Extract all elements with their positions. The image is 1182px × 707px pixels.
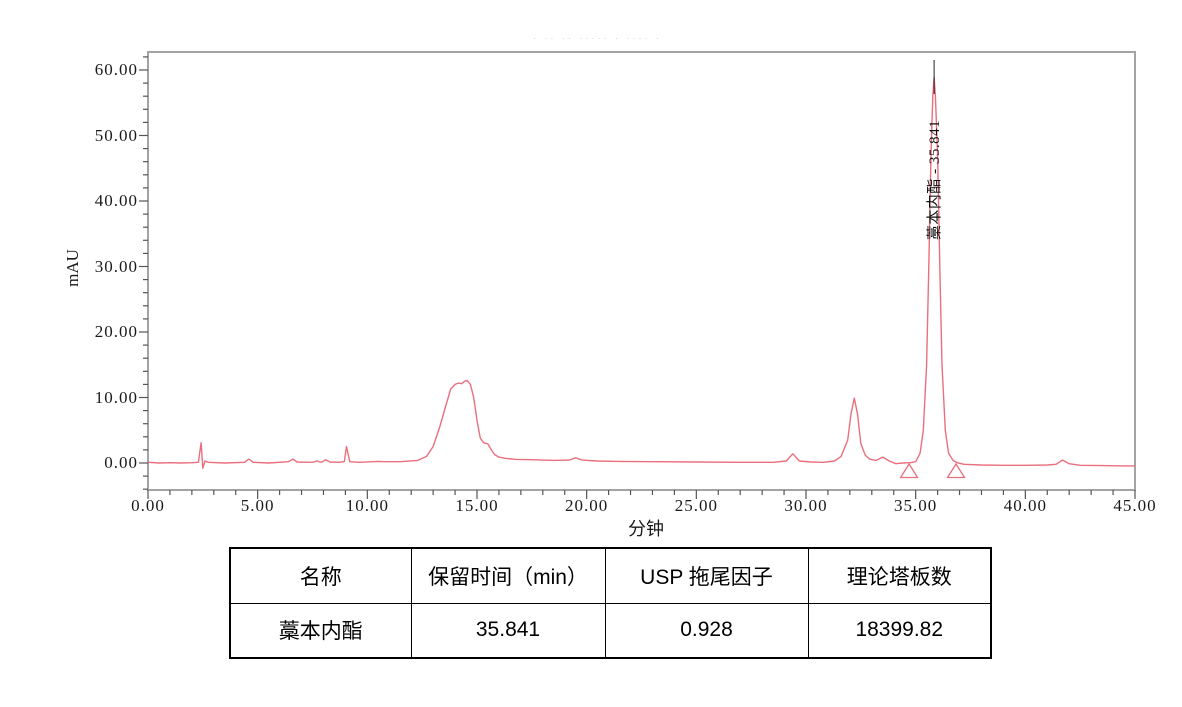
plot-area: [139, 51, 1136, 499]
x-tick-label: 40.00: [1003, 496, 1047, 515]
chromatogram-trace: [147, 76, 1135, 469]
header-cell-usp-tailing: USP 拖尾因子: [604, 547, 809, 604]
y-tick-label: 10.00: [94, 387, 138, 407]
x-axis-title: 分钟: [628, 519, 664, 539]
integration-marker-icon: [899, 462, 919, 479]
plot-frame: [147, 51, 1136, 491]
faint-header-text: · ·· ·· ····· · ···· ·: [533, 33, 662, 43]
x-tick-label: 0.00: [131, 496, 165, 515]
cell-retention-time: 35.841: [410, 602, 606, 659]
peak-retention-label: 藁本内酯 - 35.841: [927, 119, 943, 241]
peak-result-table: 名称 保留时间（min） USP 拖尾因子 理论塔板数 藁本内酯 35.841 …: [229, 547, 992, 659]
x-tick-label: 15.00: [455, 496, 499, 515]
header-cell-retention-time: 保留时间（min）: [410, 547, 606, 604]
y-tick-label: 40.00: [94, 191, 138, 210]
y-tick-label: 60.00: [94, 60, 138, 79]
cell-usp-tailing: 0.928: [604, 602, 809, 659]
x-tick-label: 35.00: [894, 496, 938, 515]
chromatogram-chart: · ·· ·· ····· · ···· · mAU 分钟 藁本内酯 - 35.…: [63, 33, 1157, 539]
y-tick-label: 30.00: [94, 256, 138, 276]
x-tick-label: 20.00: [565, 496, 609, 515]
cell-compound-name: 藁本内酯: [229, 602, 412, 659]
header-cell-name: 名称: [229, 547, 412, 604]
cell-theoretical-plates: 18399.82: [807, 602, 992, 659]
x-tick-label: 10.00: [345, 496, 389, 515]
x-tick-label: 45.00: [1113, 496, 1157, 515]
integration-marker-icon: [946, 462, 966, 479]
y-tick-label: 0.00: [104, 453, 138, 472]
x-tick-label: 5.00: [240, 496, 275, 515]
table-row: 藁本内酯 35.841 0.928 18399.82: [229, 602, 992, 659]
y-tick-label: 20.00: [94, 322, 138, 341]
header-cell-theoretical-plates: 理论塔板数: [807, 547, 992, 604]
y-tick-label: 50.00: [94, 125, 138, 145]
x-tick-label: 30.00: [784, 496, 828, 515]
table-header-row: 名称 保留时间（min） USP 拖尾因子 理论塔板数: [229, 547, 992, 604]
x-tick-label: 25.00: [674, 496, 718, 515]
